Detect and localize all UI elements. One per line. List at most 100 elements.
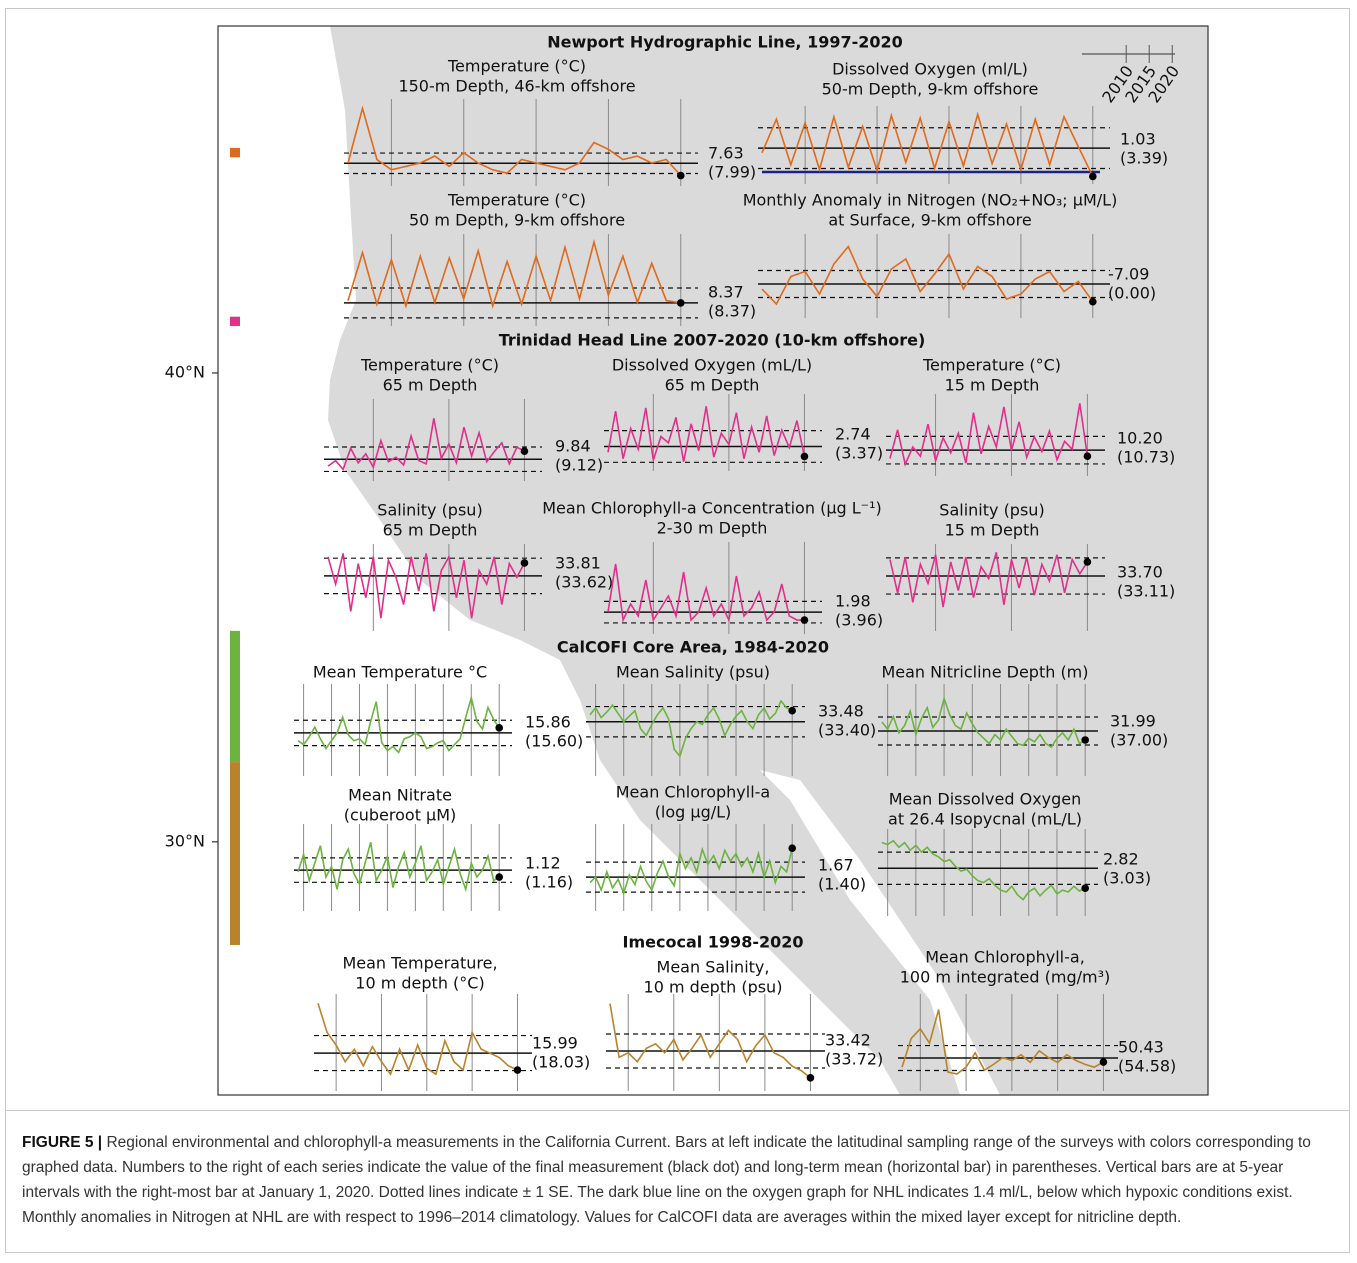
final-dot [788, 706, 796, 715]
panel-title: 10 m depth (psu) [644, 978, 783, 997]
survey-lat-bar [230, 762, 240, 945]
mean-value: (37.00) [1110, 731, 1168, 750]
series-line [297, 694, 500, 754]
mean-value: (7.99) [708, 163, 756, 182]
panel-title: Mean Salinity, [657, 958, 770, 977]
series-line [317, 1003, 518, 1076]
series-line [589, 846, 793, 896]
final-value: 15.99 [532, 1034, 578, 1053]
mean-value: (3.37) [835, 444, 883, 463]
panel-title: 2-30 m Depth [657, 519, 768, 538]
final-value: 33.70 [1117, 563, 1163, 582]
mean-value: (33.40) [818, 721, 876, 740]
caption-label: FIGURE 5 | [22, 1134, 103, 1151]
mean-value: (8.37) [708, 302, 756, 321]
mean-value: (15.60) [525, 732, 583, 751]
caption-separator [6, 1110, 1349, 1111]
series-line [607, 406, 806, 462]
panel-title: 150-m Depth, 46-km offshore [398, 77, 635, 96]
final-value: 33.81 [555, 554, 601, 573]
final-dot [1083, 558, 1092, 566]
mean-value: (3.03) [1103, 869, 1151, 888]
mean-value: (10.73) [1117, 448, 1175, 467]
final-dot [1083, 452, 1092, 461]
survey-header: Newport Hydrographic Line, 1997-2020 [547, 33, 903, 52]
mean-value: (54.58) [1118, 1057, 1176, 1076]
panel-title: Mean Nitrate [348, 786, 452, 805]
final-value: 10.20 [1117, 429, 1163, 448]
panel-title: 10 m depth (°C) [355, 974, 484, 993]
panel-title: Mean Temperature, [342, 954, 497, 973]
panel-title: Dissolved Oxygen (ml/L) [832, 60, 1028, 79]
mean-value: (3.96) [835, 611, 883, 630]
final-value: -7.09 [1108, 265, 1149, 284]
final-value: 33.42 [825, 1031, 871, 1050]
final-dot [495, 873, 504, 881]
map-border [217, 25, 1209, 1096]
panel-title: 15 m Depth [945, 521, 1040, 540]
series-line [889, 403, 1089, 467]
series-line [881, 695, 1086, 749]
panel-title: Mean Dissolved Oxygen [889, 790, 1082, 809]
mean-value: (1.16) [525, 873, 573, 892]
panel-title: at Surface, 9-km offshore [828, 211, 1031, 230]
final-value: 33.48 [818, 702, 864, 721]
final-dot [1089, 172, 1097, 181]
survey-header: Trinidad Head Line 2007-2020 (10-km offs… [499, 331, 926, 350]
series-line [327, 553, 526, 619]
final-value: 8.37 [708, 283, 744, 302]
final-dot [520, 447, 529, 456]
mean-value: (33.72) [825, 1050, 883, 1069]
series-line [761, 244, 1094, 306]
panel-title: 65 m Depth [383, 376, 478, 395]
final-dot [806, 1074, 815, 1082]
panel-title: (cuberoot μM) [344, 806, 457, 825]
figure-frame [5, 8, 1350, 1253]
series-line [901, 1009, 1104, 1075]
final-value: 1.12 [525, 854, 561, 873]
survey-lat-bar [230, 147, 240, 158]
panel-title: Mean Chlorophyll-a [616, 783, 770, 802]
final-value: 1.67 [818, 856, 854, 875]
panel-title: 65 m Depth [383, 521, 478, 540]
panel-title: Mean Chlorophyll-a Concentration (μg L⁻¹… [542, 499, 882, 518]
panel-title: at 26.4 Isopycnal (mL/L) [888, 810, 1082, 829]
panel-title: 100 m integrated (mg/m³) [900, 968, 1111, 987]
final-dot [1099, 1058, 1108, 1066]
final-value: 2.74 [835, 425, 871, 444]
panel-title: Salinity (psu) [377, 501, 482, 520]
lat-tick-label: 40°N [165, 362, 205, 381]
final-value: 2.82 [1103, 850, 1139, 869]
series-line [761, 111, 1094, 177]
caption: FIGURE 5 | Regional environmental and ch… [22, 1130, 1332, 1230]
panel-title: (log μg/L) [655, 803, 732, 822]
panel-title: Mean Nitricline Depth (m) [881, 663, 1088, 682]
series-line [589, 699, 793, 758]
mean-value: (18.03) [532, 1053, 590, 1072]
final-dot [495, 724, 504, 732]
panel-title: Temperature (°C) [447, 57, 586, 76]
series-line [889, 552, 1089, 608]
mean-value: (3.39) [1120, 149, 1168, 168]
series-line [347, 105, 682, 177]
mean-value: (0.00) [1108, 284, 1156, 303]
panel-title: Monthly Anomaly in Nitrogen (NO₂+NO₃; μM… [743, 191, 1118, 210]
survey-header: Imecocal 1998-2020 [623, 933, 804, 952]
lat-tick-label: 30°N [165, 831, 205, 850]
panel-title: 50-m Depth, 9-km offshore [822, 80, 1039, 99]
series-line [609, 1003, 811, 1079]
panel-title: Temperature (°C) [447, 191, 586, 210]
final-dot [800, 616, 809, 624]
panel-title: 15 m Depth [945, 376, 1040, 395]
panel-title: Dissolved Oxygen (mL/L) [612, 356, 812, 375]
series-line [347, 238, 681, 309]
mean-value: (9.12) [555, 456, 603, 475]
final-dot [800, 452, 809, 461]
survey-lat-bar [230, 630, 240, 763]
panel-title: Temperature (°C) [360, 356, 499, 375]
final-value: 31.99 [1110, 712, 1156, 731]
panel-title: Mean Chlorophyll-a, [925, 948, 1085, 967]
final-value: 7.63 [708, 144, 744, 163]
panel-title: Temperature (°C) [922, 356, 1061, 375]
